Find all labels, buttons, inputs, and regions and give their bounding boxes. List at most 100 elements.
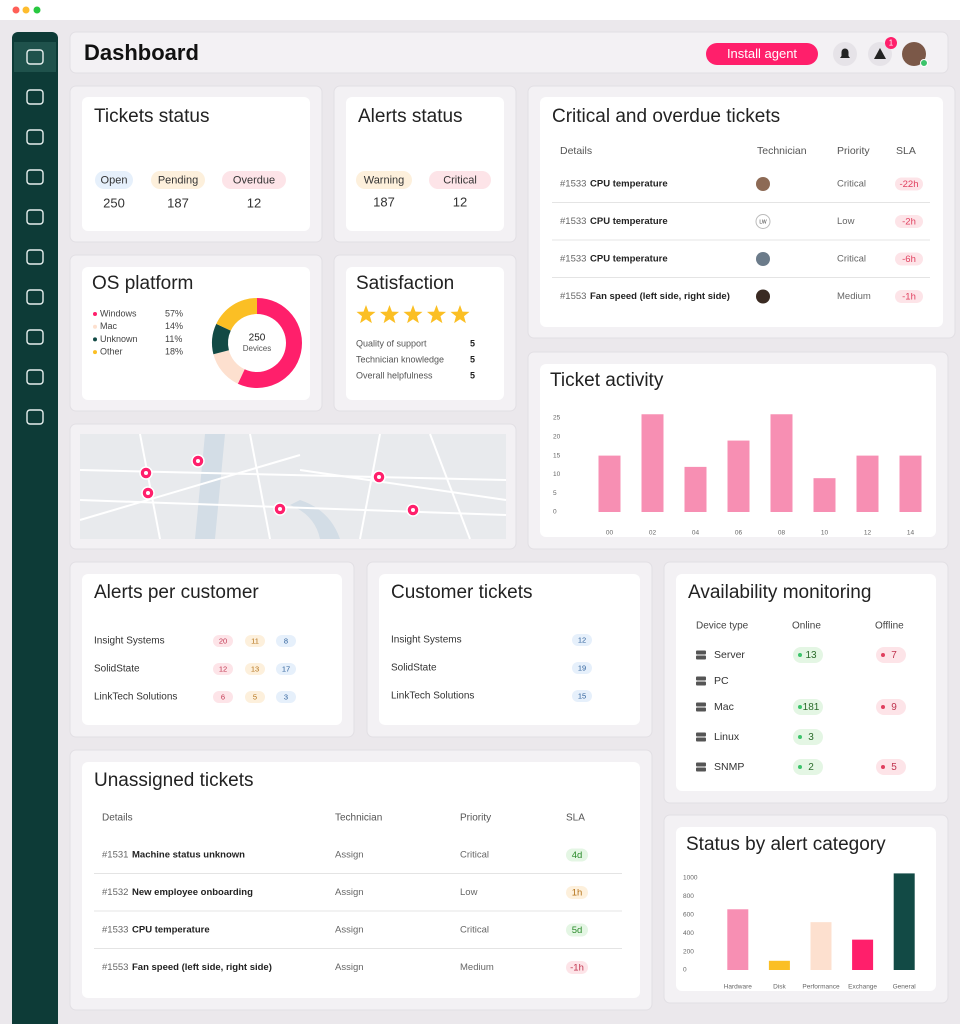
x-tick-label: 02 [649,530,657,537]
sla: -1h [570,963,584,974]
rating-value: 5 [470,338,475,348]
x-tick-label: Performance [802,984,840,991]
donut-segment [212,323,231,355]
device-icon [696,676,706,681]
status-label-bg [222,171,286,189]
ticket-name: CPU temperature [590,216,668,227]
sidebar-icon[interactable] [26,89,44,105]
column-header: Details [560,145,592,157]
map-road [79,454,301,521]
rating-label: Overall helpfulness [356,370,433,380]
assign-link[interactable]: Assign [335,925,364,936]
customer-name: LinkTech Solutions [94,692,177,703]
ticket-name: CPU temperature [132,925,210,936]
ticket-name: Machine status unknown [132,850,245,861]
priority: Critical [837,254,866,265]
bar [641,414,664,512]
alert-count-bg [213,663,233,675]
customer-name: LinkTech Solutions [391,691,474,702]
online-count: 181 [803,702,820,713]
alert-count: 11 [251,636,259,645]
online-count: 13 [805,650,817,661]
priority: Medium [837,291,871,302]
device-icon [696,655,706,660]
status-value: 187 [373,194,395,209]
status-label-bg [95,171,133,189]
assign-link[interactable]: Assign [335,962,364,973]
sla: -22h [899,179,918,190]
device-icon [696,681,706,686]
star [426,305,447,324]
card-title: OS platform [92,273,193,294]
sla: 1h [572,888,583,899]
sidebar-icon[interactable] [26,169,44,185]
offline-count-bg [876,759,906,775]
sidebar-icon[interactable] [26,369,44,385]
y-tick-label: 0 [553,509,557,516]
sidebar-icon[interactable] [26,49,44,65]
map-pin-dot [144,471,148,475]
status-label: Overdue [233,174,275,186]
column-header: Online [792,621,821,632]
window-dot [33,6,41,14]
ticket-count-bg [572,690,592,702]
bar [810,922,832,970]
window-bar [0,0,960,20]
alert-count: 8 [284,636,288,645]
sidebar-icon[interactable] [26,289,44,305]
online-count-bg [793,699,823,715]
assign-link[interactable]: Assign [335,887,364,898]
card-title: Tickets status [94,106,209,127]
alert-count-bg [276,635,296,647]
column-header: Technician [335,813,382,824]
card [346,267,504,400]
customer-name: Insight Systems [391,635,462,646]
sidebar-icon[interactable] [26,329,44,345]
map-pin-dot [146,491,150,495]
alert-icon [874,48,886,59]
alert-count-bg [276,663,296,675]
star [403,305,423,324]
column-header: Details [102,813,133,824]
sidebar [12,32,58,1024]
page-title: Dashboard [84,40,199,65]
priority: Critical [837,179,866,190]
status-value: 250 [103,195,125,210]
sla-bg [895,252,923,266]
bar [768,960,790,970]
online-count-dot [798,653,802,657]
ticket-id: #1553 [102,962,128,973]
priority: Medium [460,962,494,973]
avatar [756,289,770,304]
ticket-count-bg [572,634,592,646]
avatar[interactable] [902,42,926,66]
device-name: Server [714,649,745,661]
rating-value: 5 [470,370,475,380]
sidebar-icon[interactable] [26,209,44,225]
legend-value: 18% [165,346,183,356]
alert-count: 3 [284,692,288,701]
offline-count-dot [881,765,885,769]
card-title: Satisfaction [356,273,454,294]
sidebar-active [14,42,56,72]
sla: 4d [572,850,583,861]
install-button[interactable] [706,43,818,65]
bar [684,466,707,512]
sla-bg [566,886,588,899]
alert-count-bg [213,691,233,703]
alert-count-bg [276,691,296,703]
donut-segment [213,350,245,384]
sidebar-icon[interactable] [26,249,44,265]
online-count-bg [793,759,823,775]
x-tick-label: 14 [907,530,915,537]
card-title: Critical and overdue tickets [552,106,780,127]
assign-link[interactable]: Assign [335,850,364,861]
legend-value: 11% [165,334,182,344]
status-value: 187 [167,195,189,210]
sidebar-icon[interactable] [26,409,44,425]
bar [856,455,879,512]
sla-bg [895,215,923,228]
device-icon [696,767,706,772]
sidebar-icon[interactable] [26,129,44,145]
